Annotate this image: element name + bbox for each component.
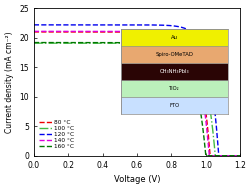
80 °C (172, 34, 175, 36)
Line: 120 °C: 120 °C (34, 25, 243, 156)
Line: 140 °C: 140 °C (34, 31, 243, 156)
Legend: 80 °C, 100 °C, 120 °C, 140 °C, 160 °C: 80 °C, 100 °C, 120 °C, 140 °C, 160 °C (39, 120, 74, 150)
100 °C (86, 42, 89, 44)
Y-axis label: Current density (mA cm⁻²): Current density (mA cm⁻²) (5, 31, 14, 133)
120 °C (156, 24, 158, 26)
80 °C (86, 31, 89, 33)
120 °C (127, 24, 130, 26)
120 °C (86, 24, 89, 26)
100 °C (156, 42, 158, 45)
160 °C (69, 41, 72, 44)
100 °C (127, 42, 130, 44)
140 °C (69, 30, 72, 33)
80 °C (69, 31, 72, 33)
160 °C (190, 72, 192, 74)
100 °C (241, 155, 244, 157)
160 °C (204, 155, 206, 157)
80 °C (127, 31, 130, 33)
Line: 160 °C: 160 °C (34, 43, 243, 156)
140 °C (241, 155, 244, 157)
80 °C (241, 155, 244, 157)
160 °C (86, 41, 89, 44)
100 °C (69, 42, 72, 44)
140 °C (127, 30, 130, 33)
120 °C (172, 25, 175, 27)
120 °C (32, 24, 35, 26)
140 °C (156, 31, 158, 33)
80 °C (208, 155, 211, 157)
160 °C (172, 47, 175, 49)
160 °C (127, 42, 130, 44)
140 °C (207, 155, 210, 157)
Line: 100 °C: 100 °C (34, 43, 243, 156)
160 °C (156, 43, 158, 45)
80 °C (190, 50, 192, 52)
Line: 80 °C: 80 °C (34, 32, 243, 156)
160 °C (241, 155, 244, 157)
160 °C (32, 41, 35, 44)
120 °C (190, 31, 192, 33)
100 °C (190, 52, 192, 54)
120 °C (69, 24, 72, 26)
140 °C (172, 34, 175, 36)
140 °C (86, 30, 89, 33)
120 °C (241, 155, 244, 157)
100 °C (213, 155, 216, 157)
140 °C (190, 53, 192, 55)
140 °C (32, 30, 35, 33)
120 °C (216, 155, 220, 157)
100 °C (32, 42, 35, 44)
X-axis label: Voltage (V): Voltage (V) (113, 175, 160, 184)
80 °C (32, 31, 35, 33)
100 °C (172, 44, 175, 46)
80 °C (156, 31, 158, 34)
